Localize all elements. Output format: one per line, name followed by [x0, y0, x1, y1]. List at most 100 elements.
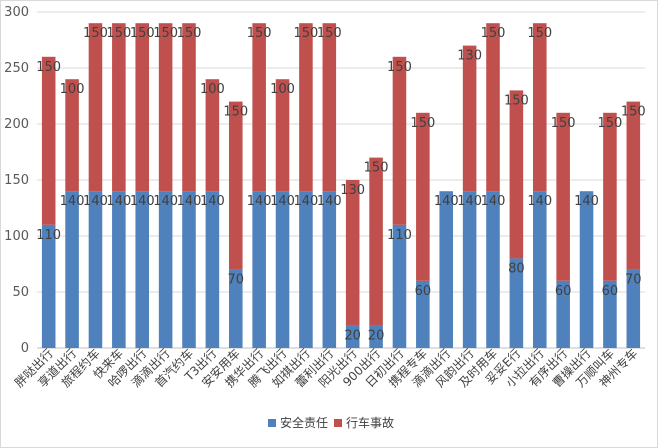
data-label: 140 — [434, 194, 459, 209]
data-label: 150 — [387, 60, 412, 75]
bar-accident — [158, 23, 173, 192]
y-tick-label: 300 — [4, 5, 29, 20]
data-label: 150 — [481, 26, 506, 41]
bar-accident — [486, 23, 500, 192]
y-tick-label: 0 — [21, 341, 29, 356]
data-label: 140 — [247, 194, 272, 209]
data-label: 60 — [602, 284, 619, 299]
data-label: 150 — [317, 26, 342, 41]
legend-swatch — [334, 419, 342, 427]
data-labels: 1101501401001401501401501401501401501401… — [36, 26, 645, 343]
legend-entry: 行车事故 — [346, 415, 394, 430]
bar-accident — [252, 23, 266, 192]
bar-accident — [416, 112, 430, 281]
bar-safety — [416, 280, 430, 348]
data-label: 140 — [270, 194, 295, 209]
data-label: 140 — [106, 194, 131, 209]
bar-accident — [392, 56, 407, 225]
data-label: 150 — [410, 116, 435, 131]
y-tick-label: 200 — [4, 117, 29, 132]
bar-safety — [322, 191, 337, 348]
bar-safety — [626, 269, 641, 348]
data-label: 140 — [317, 194, 342, 209]
bar-safety — [556, 280, 570, 348]
legend-swatch — [268, 419, 276, 427]
bar-accident — [205, 79, 220, 192]
bar-safety — [509, 258, 524, 348]
data-label: 150 — [130, 26, 155, 41]
bar-safety — [252, 191, 266, 348]
bar-safety — [112, 191, 126, 348]
data-label: 140 — [200, 194, 225, 209]
data-label: 70 — [625, 273, 642, 288]
bars — [41, 23, 641, 348]
bar-safety — [603, 280, 617, 348]
data-label: 140 — [527, 194, 552, 209]
data-label: 150 — [36, 60, 61, 75]
data-label: 140 — [130, 194, 155, 209]
data-label: 150 — [223, 105, 248, 120]
data-label: 150 — [598, 116, 623, 131]
bar-accident — [322, 23, 337, 192]
bar-accident — [299, 23, 313, 192]
data-label: 150 — [294, 26, 319, 41]
data-label: 80 — [508, 261, 525, 276]
data-label: 60 — [555, 284, 572, 299]
data-label: 110 — [387, 228, 412, 243]
bar-accident — [603, 112, 617, 281]
data-label: 140 — [60, 194, 85, 209]
data-label: 100 — [60, 82, 85, 97]
data-label: 130 — [457, 49, 482, 64]
data-label: 150 — [621, 105, 646, 120]
y-tick-label: 100 — [4, 229, 29, 244]
y-tick-label: 150 — [4, 173, 29, 188]
bar-safety — [392, 224, 407, 348]
data-label: 140 — [481, 194, 506, 209]
bar-safety — [369, 325, 383, 348]
bar-safety — [88, 191, 103, 348]
bar-safety — [228, 269, 243, 348]
data-label: 150 — [504, 93, 529, 108]
data-label: 20 — [368, 329, 385, 344]
data-label: 140 — [294, 194, 319, 209]
data-label: 100 — [270, 82, 295, 97]
data-label: 140 — [83, 194, 108, 209]
data-label: 70 — [227, 273, 244, 288]
data-label: 60 — [415, 284, 432, 299]
bar-accident — [88, 23, 103, 192]
bar-accident — [275, 79, 290, 192]
bar-safety — [486, 191, 500, 348]
bar-safety — [158, 191, 173, 348]
data-label: 110 — [36, 228, 61, 243]
data-label: 150 — [83, 26, 108, 41]
bar-accident — [556, 112, 570, 281]
bar-safety — [65, 191, 79, 348]
y-tick-label: 50 — [12, 285, 29, 300]
bar-safety — [275, 191, 290, 348]
data-label: 150 — [247, 26, 272, 41]
bar-safety — [345, 325, 360, 348]
data-label: 150 — [177, 26, 202, 41]
data-label: 140 — [574, 194, 599, 209]
data-label: 140 — [177, 194, 202, 209]
bar-accident — [462, 45, 477, 192]
data-label: 100 — [200, 82, 225, 97]
bar-accident — [345, 180, 360, 326]
data-label: 150 — [551, 116, 576, 131]
bar-accident — [135, 23, 150, 192]
y-axis: 0 50 100 150 200 250 300 — [4, 5, 29, 356]
bar-accident — [182, 23, 196, 192]
data-label: 130 — [340, 183, 365, 198]
bar-safety — [532, 191, 547, 348]
data-label: 20 — [344, 329, 361, 344]
y-tick-label: 250 — [4, 61, 29, 76]
data-label: 140 — [457, 194, 482, 209]
bar-accident — [228, 101, 243, 270]
data-label: 150 — [153, 26, 178, 41]
bar-accident — [509, 90, 524, 259]
bar-accident — [532, 23, 547, 192]
bar-accident — [112, 23, 126, 192]
bar-safety — [462, 191, 477, 348]
bar-safety — [135, 191, 150, 348]
